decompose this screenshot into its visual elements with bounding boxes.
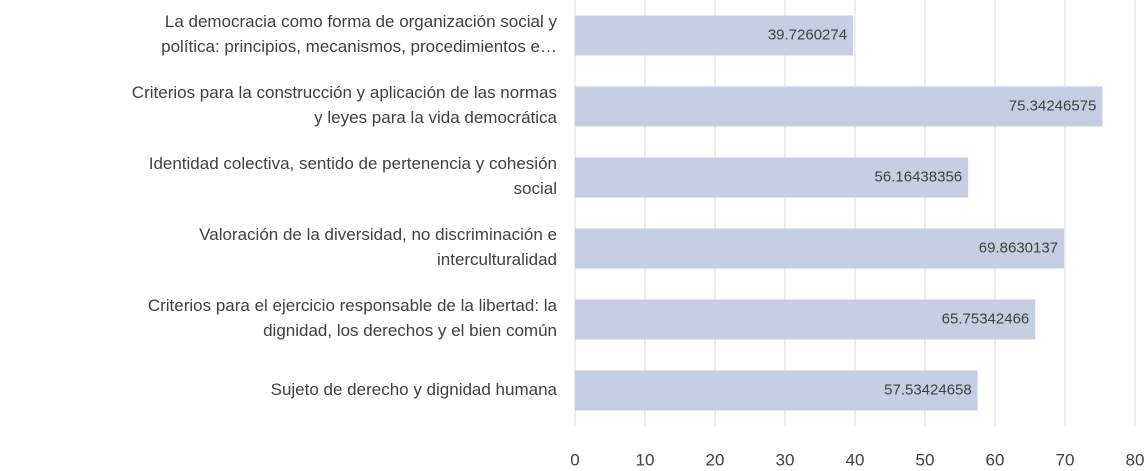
y-tick-label: Sujeto de derecho y dignidad humana: [271, 380, 558, 399]
y-tick-label: Criterios para la construcción y aplicac…: [132, 83, 558, 127]
data-label: 69.8630137: [979, 239, 1058, 256]
data-label: 65.75342466: [942, 310, 1030, 327]
x-tick-label: 50: [916, 450, 935, 469]
data-label: 57.53424658: [884, 381, 972, 398]
bar: [575, 15, 854, 56]
bar: [575, 157, 969, 198]
bar: [575, 228, 1065, 269]
x-tick-label: 30: [776, 450, 795, 469]
x-tick-label: 10: [636, 450, 655, 469]
x-tick-label: 40: [846, 450, 865, 469]
data-label: 75.34246575: [1009, 97, 1097, 114]
x-tick-label: 80: [1126, 450, 1145, 469]
bar: [575, 370, 978, 411]
y-tick-label: La democracia como forma de organización…: [161, 12, 557, 56]
x-tick-label: 20: [706, 450, 725, 469]
y-tick-label: Valoración de la diversidad, no discrimi…: [199, 225, 557, 269]
x-tick-label: 70: [1056, 450, 1075, 469]
x-tick-label: 60: [986, 450, 1005, 469]
bar: [575, 86, 1103, 127]
x-tick-label: 0: [570, 450, 579, 469]
bar: [575, 299, 1036, 340]
y-tick-label: Identidad colectiva, sentido de pertenen…: [149, 154, 557, 198]
data-label: 56.16438356: [875, 168, 963, 185]
data-label: 39.7260274: [768, 26, 847, 43]
y-tick-label: Criterios para el ejercicio responsable …: [148, 296, 558, 340]
